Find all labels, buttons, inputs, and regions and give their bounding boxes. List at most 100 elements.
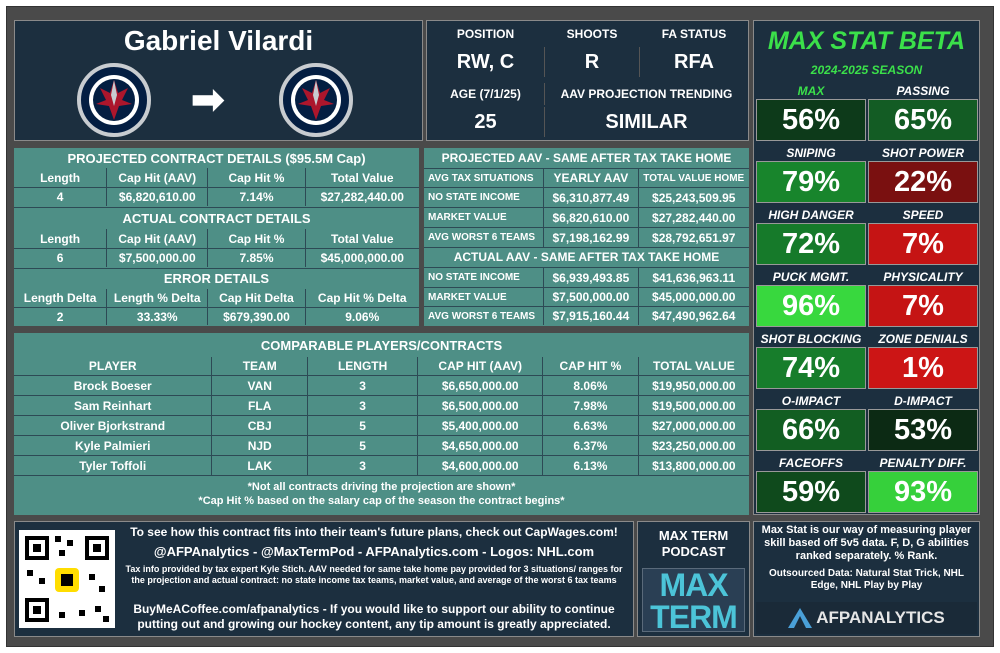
footer-handles: @AFPAnalytics - @MaxTermPod - AFPAnalyti… — [153, 544, 595, 559]
header-cell: TEAM — [212, 357, 308, 375]
team-logo-icon — [77, 63, 151, 137]
table-row: Tyler Toffoli LAK 3 $4,600,000.00 6.13% … — [14, 455, 749, 475]
aav-cell: $7,915,160.44 — [544, 307, 639, 325]
stat-label: PENALTY DIFF. — [879, 456, 967, 470]
length-cell: 3 — [308, 456, 419, 475]
team-cell: NJD — [212, 436, 308, 455]
footer-capwages: To see how this contract fits into their… — [130, 525, 618, 539]
aav-cell: $41,636,963.11 — [652, 270, 736, 285]
total-cell: $13,800,000.00 — [652, 458, 736, 473]
fa-status-label: FA STATUS — [661, 27, 727, 41]
aav-cell: $45,000,000.00 — [652, 290, 736, 304]
footer-coffee: BuyMeACoffee.com/afpanalytics - If you w… — [133, 602, 615, 631]
length-cell: 5 — [308, 416, 419, 435]
value-cell: $6,820,610.00 — [107, 188, 209, 206]
aav-cell: MARKET VALUE — [424, 208, 545, 227]
stat-label: SHOT BLOCKING — [760, 332, 862, 346]
player-cell: Tyler Toffoli — [14, 456, 213, 475]
cap-hit-cell: $4,600,000.00 — [418, 456, 544, 475]
stat-value: 66% — [756, 409, 866, 451]
projected-title: PROJECTED CONTRACT DETAILS ($95.5M Cap) — [67, 151, 366, 166]
aav-cell: NO STATE INCOME — [424, 188, 545, 207]
header-cell: CAP HIT % — [543, 357, 639, 375]
cap-hit-cell: $5,400,000.00 — [418, 416, 544, 435]
player-cell: Oliver Bjorkstrand — [14, 416, 213, 435]
error-headers: Length Delta Length % Delta Cap Hit Delt… — [14, 289, 419, 307]
outsourced-data: Outsourced Data: Natural Stat Trick, NHL… — [768, 568, 965, 591]
error-values: 2 33.33% $679,390.00 9.06% — [14, 307, 419, 325]
value-cell: 9.06% — [345, 309, 380, 324]
header-cell: Length — [14, 168, 108, 187]
length-cell: 5 — [308, 436, 419, 455]
cap-hit-cell: $6,500,000.00 — [418, 396, 544, 415]
qr-code — [19, 530, 115, 628]
proj-aav-title: PROJECTED AAV - SAME AFTER TAX TAKE HOME — [441, 151, 732, 165]
comparables-note: *Not all contracts driving the projectio… — [247, 481, 516, 493]
actual-headers: Length Cap Hit (AAV) Cap Hit % Total Val… — [14, 229, 419, 248]
position-label: POSITION — [456, 27, 515, 41]
value-cell: 4 — [14, 188, 108, 206]
stat-value: 65% — [868, 99, 978, 141]
player-header: Gabriel Vilardi ➡ — [14, 20, 423, 141]
stat-value: 56% — [756, 99, 866, 141]
length-cell: 3 — [308, 376, 419, 395]
stat-label: SPEED — [902, 208, 944, 222]
total-cell: $27,000,000.00 — [652, 418, 736, 433]
team-cell: VAN — [212, 376, 308, 395]
cap-pct-cell: 6.13% — [543, 456, 639, 475]
stat-value: 59% — [756, 471, 866, 513]
info-panel: Max Stat is our way of measuring player … — [753, 521, 980, 637]
total-cell: $23,250,000.00 — [652, 438, 736, 453]
header-cell: Length — [14, 229, 108, 248]
player-name: Gabriel Vilardi — [123, 25, 314, 56]
error-title: ERROR DETAILS — [163, 271, 270, 286]
header-cell: Total Value — [331, 231, 394, 246]
stat-value: 72% — [756, 223, 866, 265]
comparables-note: *Cap Hit % based on the salary cap of th… — [198, 495, 565, 507]
stat-value: 7% — [868, 223, 978, 265]
stat-label: PASSING — [896, 84, 950, 98]
position-value: RW, C — [456, 50, 515, 73]
value-cell: 6 — [14, 249, 108, 267]
bio-panel: POSITION RW, C SHOOTS R FA STATUS RFA AG… — [426, 20, 749, 141]
stat-value: 74% — [756, 347, 866, 389]
table-row: Brock Boeser VAN 3 $6,650,000.00 8.06% $… — [14, 375, 749, 395]
value-cell: 7.14% — [208, 188, 306, 206]
aav-row: AVG WORST 6 TEAMS $7,915,160.44 $47,490,… — [424, 306, 749, 325]
header-cell: TOTAL VALUE HOME — [643, 172, 745, 184]
header-cell: Length % Delta — [107, 289, 209, 307]
length-cell: 3 — [308, 396, 419, 415]
table-row: Sam Reinhart FLA 3 $6,500,000.00 7.98% $… — [14, 395, 749, 415]
total-cell: $19,950,000.00 — [652, 378, 736, 393]
comparables-title: COMPARABLE PLAYERS/CONTRACTS — [260, 338, 503, 353]
team-cell: LAK — [212, 456, 308, 475]
max-stat-panel: MAX STAT BETA 2024-2025 SEASON MAX 56% PAS… — [753, 20, 980, 515]
aav-cell: $6,820,610.00 — [544, 208, 639, 227]
logo-text: MAX — [659, 567, 728, 603]
value-cell: 7.85% — [208, 249, 306, 267]
stat-value: 22% — [868, 161, 978, 203]
header-cell: Total Value — [331, 170, 394, 185]
player-cell: Sam Reinhart — [14, 396, 213, 415]
team-cell: FLA — [212, 396, 308, 415]
aav-row: AVG WORST 6 TEAMS $7,198,162.99 $28,792,… — [424, 227, 749, 247]
cap-pct-cell: 8.06% — [543, 376, 639, 395]
max-stat-info: Max Stat is our way of measuring player … — [761, 524, 972, 562]
age-label: AGE (7/1/25) — [450, 87, 521, 101]
stat-value: 79% — [756, 161, 866, 203]
projected-values: 4 $6,820,610.00 7.14% $27,282,440.00 — [14, 187, 419, 206]
aav-cell: $6,939,493.85 — [544, 268, 639, 287]
contract-details-panel: PROJECTED CONTRACT DETAILS ($95.5M Cap) … — [14, 148, 419, 326]
stat-label: O-IMPACT — [781, 394, 841, 408]
header-cell: CAP HIT (AAV) — [418, 357, 544, 375]
actual-title: ACTUAL CONTRACT DETAILS — [122, 211, 311, 226]
header-cell: Length Delta — [14, 289, 108, 307]
cap-hit-cell: $6,650,000.00 — [418, 376, 544, 395]
aav-row: MARKET VALUE $6,820,610.00 $27,282,440.0… — [424, 207, 749, 227]
podcast-panel: MAX TERM PODCAST MAX TERM — [637, 521, 750, 637]
aav-panel: PROJECTED AAV - SAME AFTER TAX TAKE HOME… — [424, 148, 749, 326]
aav-cell: $25,243,509.95 — [652, 190, 736, 205]
cap-hit-cell: $4,650,000.00 — [418, 436, 544, 455]
aav-cell: $7,500,000.00 — [544, 288, 639, 306]
aav-row: NO STATE INCOME $6,310,877.49 $25,243,50… — [424, 187, 749, 207]
